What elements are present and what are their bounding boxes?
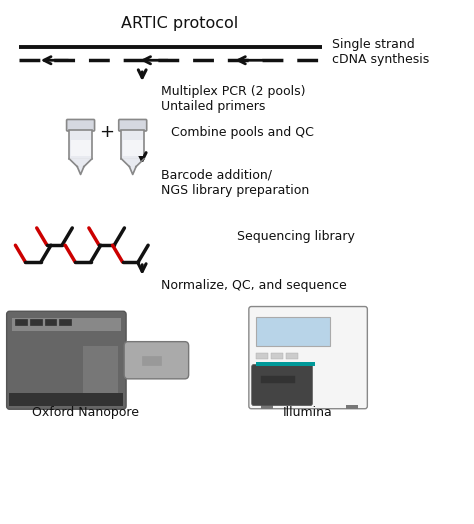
Bar — [15, 319, 27, 325]
Bar — [256, 317, 330, 346]
Bar — [261, 405, 273, 409]
Bar — [71, 140, 91, 156]
Bar — [286, 353, 298, 359]
Text: Sequencing library: Sequencing library — [237, 231, 355, 243]
Bar — [9, 393, 123, 406]
FancyBboxPatch shape — [124, 342, 189, 379]
FancyBboxPatch shape — [249, 307, 367, 409]
Text: Combine pools and QC: Combine pools and QC — [171, 126, 313, 138]
Text: Barcode addition/
NGS library preparation: Barcode addition/ NGS library preparatio… — [161, 169, 310, 196]
Polygon shape — [77, 167, 84, 174]
Text: Multiplex PCR (2 pools)
Untailed primers: Multiplex PCR (2 pools) Untailed primers — [161, 85, 306, 113]
Bar — [256, 362, 315, 366]
FancyBboxPatch shape — [7, 311, 126, 409]
Polygon shape — [121, 159, 144, 167]
Text: Normalize, QC, and sequence: Normalize, QC, and sequence — [161, 279, 347, 292]
FancyBboxPatch shape — [252, 365, 312, 406]
Bar — [30, 319, 42, 325]
Bar — [59, 319, 71, 325]
Bar — [271, 353, 283, 359]
Text: ARTIC protocol: ARTIC protocol — [121, 16, 239, 31]
Bar — [121, 130, 144, 159]
Bar — [45, 319, 56, 325]
Bar — [69, 130, 92, 159]
Bar — [12, 318, 121, 331]
Bar — [83, 346, 118, 401]
Bar — [123, 140, 143, 156]
Polygon shape — [129, 167, 136, 174]
FancyBboxPatch shape — [66, 119, 94, 131]
Bar — [142, 356, 161, 366]
Text: Oxford Nanopore: Oxford Nanopore — [32, 406, 139, 419]
Bar — [346, 405, 358, 409]
Polygon shape — [69, 159, 92, 167]
Text: Single strand
cDNA synthesis: Single strand cDNA synthesis — [332, 38, 429, 67]
FancyBboxPatch shape — [118, 119, 147, 131]
Bar — [256, 353, 268, 359]
Text: +: + — [99, 123, 114, 141]
Text: Illumina: Illumina — [283, 406, 333, 419]
Bar — [261, 376, 295, 383]
